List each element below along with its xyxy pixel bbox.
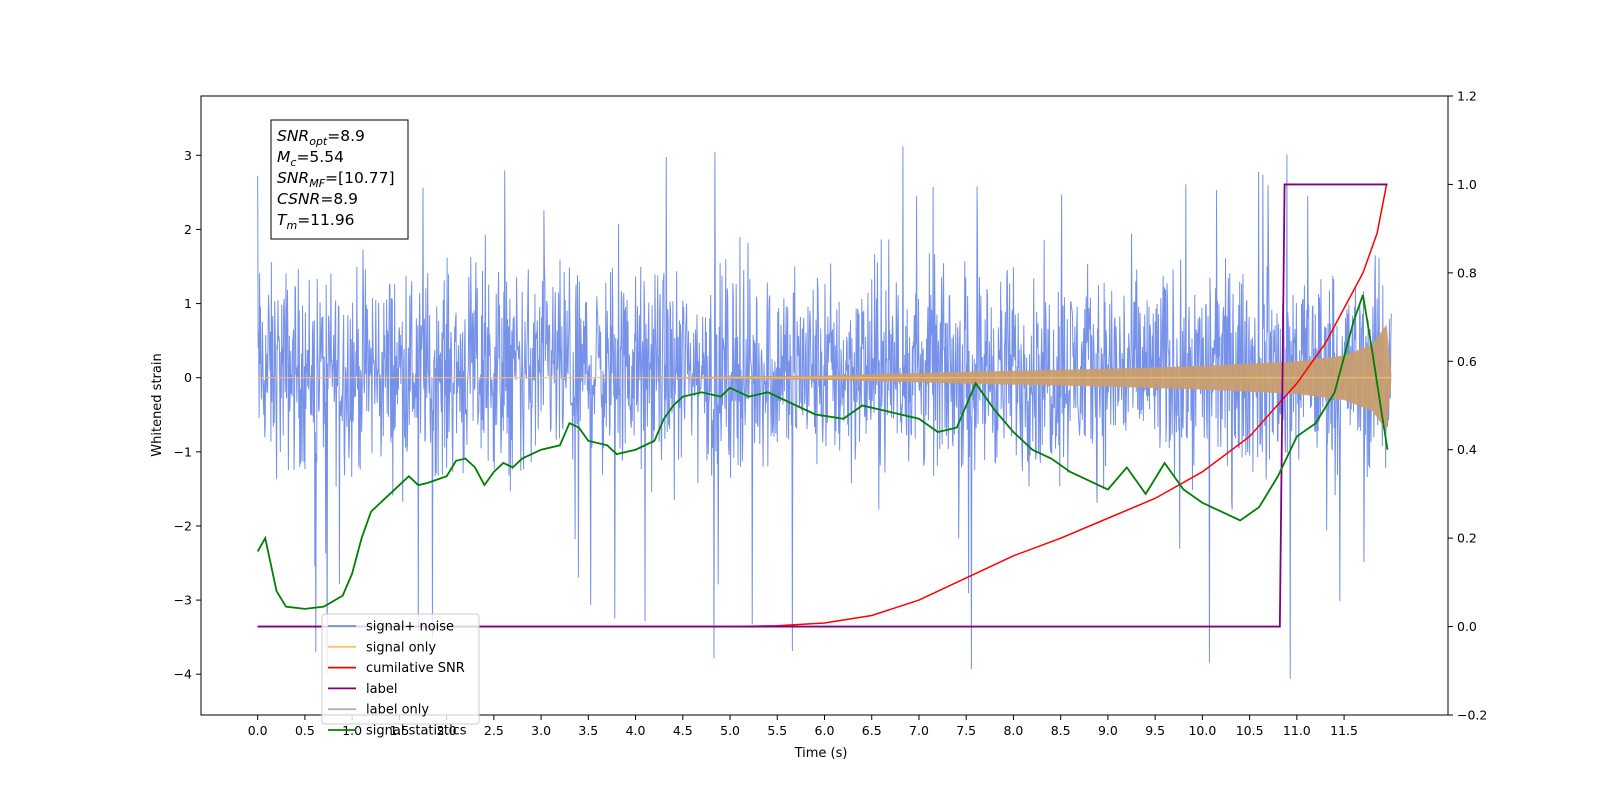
annotation-value: =[10.77] [325,169,394,187]
x-tick-label: 7.5 [956,723,976,738]
y-tick-label: 0 [184,370,192,385]
y-tick-label: 3 [184,148,192,163]
y2-tick-label: 0.4 [1457,442,1477,457]
x-tick-label: 9.0 [1098,723,1118,738]
annotation-line: SNRMF=[10.77] [277,169,395,190]
series-signal-only [257,324,1392,432]
y-tick-label: −2 [174,518,192,533]
legend-label: signal statistics [366,724,467,739]
y2-tick-label: 1.0 [1457,177,1477,192]
x-axis-label: Time (s) [794,746,848,761]
y-tick-label: 1 [184,296,192,311]
legend-label: signal+ noise [366,620,454,635]
series-signal-plus-noise [257,146,1392,679]
x-tick-label: 5.0 [720,723,740,738]
y-axis-ticks: 3 2 1 0 −1 −2 −3 −4 [174,148,201,682]
y2-tick-label: 0.6 [1457,354,1477,369]
annotation-subscript: m [286,219,297,232]
x-tick-label: 4.5 [673,723,693,738]
annotation-value: =5.54 [296,148,344,166]
x-tick-label: 9.5 [1145,723,1165,738]
legend-frame [321,613,480,725]
annotation-subscript: c [290,156,296,169]
annotation-line: Mc=5.54 [277,148,344,169]
x-tick-label: 6.5 [862,723,882,738]
y-tick-label: −4 [174,667,192,682]
legend-label: cumilative SNR [366,661,465,676]
annotation-symbol: SNR [277,169,309,187]
y2-axis-ticks: 1.2 1.0 0.8 0.6 0.4 0.2 0.0 −0.2 [1448,89,1487,723]
x-tick-label: 10.5 [1236,723,1264,738]
annotation-line: CSNR=8.9 [277,190,358,208]
annotation-value: =11.96 [297,211,354,229]
y-tick-label: 2 [184,222,192,237]
annotation-line: Tm=11.96 [277,211,355,232]
x-tick-label: 2.0 [437,723,457,738]
y-tick-label: −3 [174,593,192,608]
x-tick-label: 4.0 [626,723,646,738]
label-line [257,183,1388,628]
x-tick-label: 5.5 [767,723,787,738]
y2-tick-label: 0.8 [1457,265,1477,280]
annotation-symbol: T [277,211,288,229]
annotation-frame [270,119,409,240]
x-tick-label: 0.5 [295,723,315,738]
x-tick-label: 7.0 [909,723,929,738]
cumulative-snr-line [257,184,1388,628]
annotation-symbol: SNR [277,127,309,145]
x-tick-label: 10.0 [1188,723,1216,738]
y2-tick-label: 0.0 [1457,619,1477,634]
x-tick-label: 1.5 [389,723,409,738]
x-tick-label: 3.5 [578,723,598,738]
x-tick-label: 2.5 [484,723,504,738]
legend-entries: signal+ noise signal only cumilative SNR la… [328,620,467,739]
x-tick-label: 8.0 [1003,723,1023,738]
annotation-subscript: opt [309,135,328,148]
annotation-subscript: MF [309,177,325,190]
annotation-lines: SNRopt=8.9Mc=5.54SNRMF=[10.77]CSNR=8.9Tm… [277,127,395,232]
x-tick-label: 8.5 [1051,723,1071,738]
annotation-value: =8.9 [327,127,365,145]
legend-label: label only [366,703,429,718]
annotation-box: SNRopt=8.9Mc=5.54SNRMF=[10.77]CSNR=8.9Tm… [270,119,409,240]
y-axis-label: Whitened strain [150,353,165,456]
x-tick-label: 0.0 [248,723,268,738]
legend: signal+ noise signal only cumilative SNR la… [321,613,480,739]
y-tick-label: −1 [174,444,192,459]
y2-tick-label: −0.2 [1457,708,1487,723]
signal-plus-noise-line [257,146,1392,679]
x-tick-label: 3.0 [531,723,551,738]
y2-tick-label: 0.2 [1457,531,1477,546]
annotation-line: SNRopt=8.9 [277,127,365,148]
annotation-symbol: M [277,148,290,166]
legend-label: signal only [366,640,436,655]
legend-label: label [366,682,397,697]
annotation-symbol: CSNR [277,190,320,208]
signal-statistics-line [256,294,1389,610]
y2-tick-label: 1.2 [1457,89,1477,104]
annotation-value: =8.9 [320,190,358,208]
x-tick-label: 11.5 [1330,723,1358,738]
x-tick-label: 11.0 [1283,723,1311,738]
x-tick-label: 6.0 [815,723,835,738]
x-axis-ticks: 0.0 0.5 1.0 1.5 2.0 2.5 3.0 3.5 4.0 4.5 5.0 5.5 6.0 6… [248,715,1358,738]
plot-area [256,146,1392,679]
